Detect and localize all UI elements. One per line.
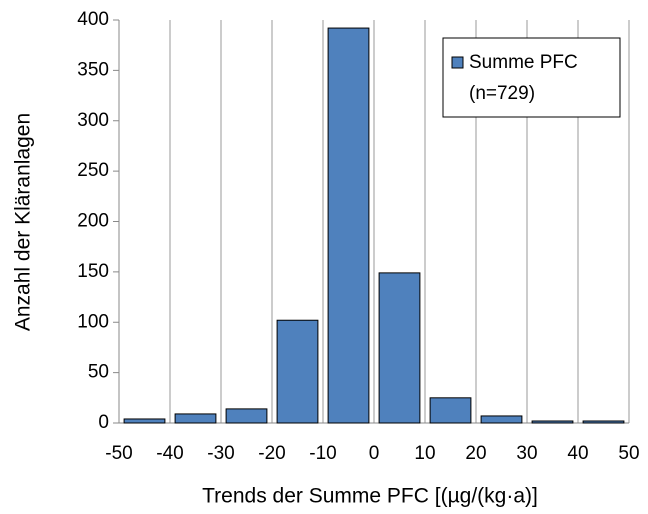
- x-tick-label: -30: [207, 443, 234, 464]
- x-tick-label: -40: [156, 443, 183, 464]
- x-tick-label: 50: [618, 443, 639, 464]
- legend-note: (n=729): [469, 83, 535, 104]
- bar: [276, 319, 319, 424]
- y-tick-label: 250: [77, 160, 109, 181]
- y-tick-label: 300: [77, 110, 109, 131]
- legend-box: [442, 37, 621, 118]
- bar: [531, 420, 574, 424]
- bar: [378, 272, 421, 424]
- x-tick-label: 40: [567, 443, 588, 464]
- x-tick-label: 20: [465, 443, 486, 464]
- y-axis-label: Anzahl der Kläranlagen: [12, 113, 35, 331]
- x-tick-label: -20: [258, 443, 285, 464]
- x-tick-label: 10: [414, 443, 435, 464]
- y-tick-label: 100: [77, 311, 109, 332]
- x-tick-label: 0: [369, 443, 380, 464]
- x-tick-label: -10: [309, 443, 336, 464]
- bar: [480, 415, 523, 424]
- bar: [225, 408, 268, 424]
- y-tick-label: 400: [77, 9, 109, 30]
- x-tick-label: -50: [105, 443, 132, 464]
- legend-swatch: [451, 56, 464, 69]
- y-tick-label: 50: [88, 362, 109, 383]
- legend-label: Summe PFC: [469, 52, 578, 73]
- y-tick-label: 350: [77, 59, 109, 80]
- bar: [429, 397, 472, 424]
- x-axis-label: Trends der Summe PFC [(µg/(kg·a)]: [202, 485, 538, 508]
- x-tick-label: 30: [516, 443, 537, 464]
- bar: [174, 413, 217, 424]
- bar: [123, 418, 166, 424]
- y-tick-label: 150: [77, 261, 109, 282]
- bar: [327, 27, 370, 424]
- y-tick-label: 0: [98, 412, 109, 433]
- bar: [582, 420, 625, 424]
- y-tick-label: 200: [77, 211, 109, 232]
